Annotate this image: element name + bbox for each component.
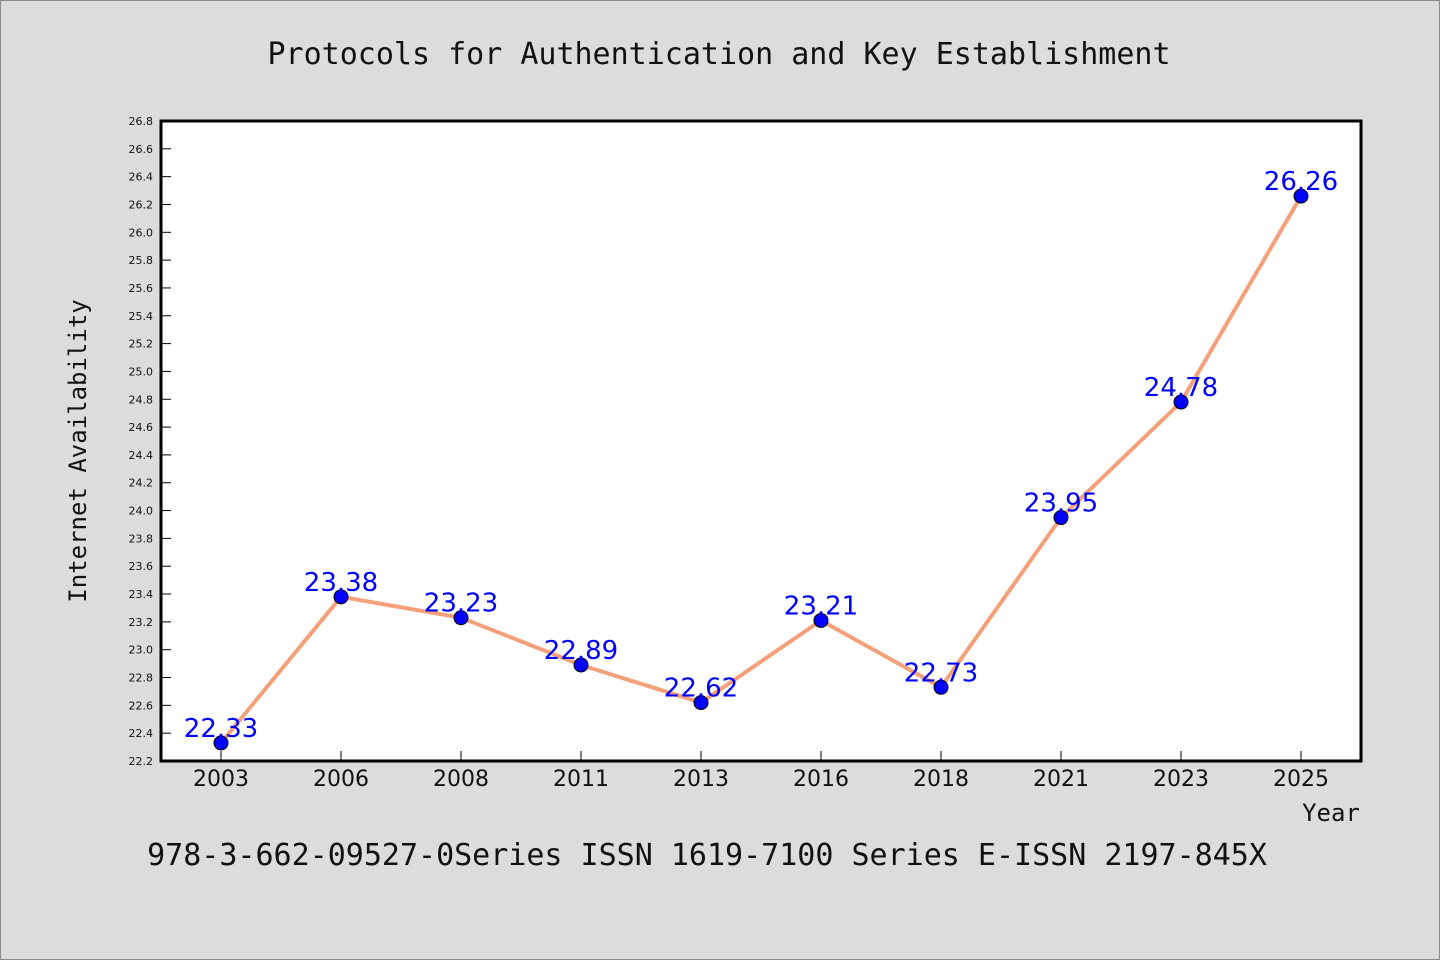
x-tick-label: 2021 — [1033, 767, 1089, 792]
y-tick-label: 26.2 — [129, 198, 154, 211]
y-tick-label: 25.0 — [129, 365, 154, 378]
data-point — [813, 612, 829, 628]
data-point — [453, 610, 469, 626]
data-point — [1293, 188, 1309, 204]
data-point — [213, 735, 229, 751]
y-tick-label: 23.4 — [129, 588, 154, 601]
y-tick-label: 24.8 — [129, 393, 154, 406]
series-line — [219, 195, 1303, 745]
data-point — [1173, 394, 1189, 410]
y-tick-label: 24.0 — [129, 505, 154, 518]
x-tick-label: 2011 — [553, 767, 609, 792]
data-label: 23.38 — [304, 568, 378, 598]
x-tick-label: 2025 — [1273, 767, 1329, 792]
y-tick-label: 26.6 — [129, 143, 154, 156]
y-axis: 22.2 22.4 22.6 22.8 23.0 23.2 23.4 23.6 23.8 24.0… — [129, 115, 171, 768]
data-label: 22.62 — [664, 674, 738, 704]
data-label: 23.95 — [1024, 489, 1098, 519]
data-label: 23.23 — [424, 589, 498, 619]
y-tick-label: 26.0 — [129, 226, 154, 239]
y-tick-label: 23.6 — [129, 560, 154, 573]
y-tick-label: 23.2 — [129, 616, 154, 629]
x-axis-label: Year — [1302, 799, 1360, 827]
y-tick-label: 25.6 — [129, 282, 154, 295]
y-tick-label: 24.6 — [129, 421, 154, 434]
data-point — [693, 695, 709, 711]
data-label: 24.78 — [1144, 373, 1218, 403]
y-tick-label: 24.4 — [129, 449, 154, 462]
x-tick-label: 2023 — [1153, 767, 1209, 792]
x-tick-label: 2016 — [793, 767, 849, 792]
y-tick-label: 26.8 — [129, 115, 154, 128]
data-point — [1053, 510, 1069, 526]
x-tick-label: 2003 — [193, 767, 249, 792]
data-label: 22.89 — [544, 636, 618, 666]
data-label: 22.73 — [904, 658, 978, 688]
x-tick-label: 2013 — [673, 767, 729, 792]
data-label: 26.26 — [1264, 167, 1338, 197]
y-tick-label: 23.0 — [129, 644, 154, 657]
y-tick-label: 26.4 — [129, 171, 154, 184]
y-tick-label: 24.2 — [129, 477, 154, 490]
y-axis-label: Internet Availability — [64, 299, 92, 602]
x-tick-label: 2008 — [433, 767, 489, 792]
data-point — [933, 679, 949, 695]
data-label: 22.33 — [184, 714, 258, 744]
data-label: 23.21 — [784, 591, 858, 621]
chart-title: Protocols for Authentication and Key Est… — [267, 37, 1170, 72]
x-tick-label: 2018 — [913, 767, 969, 792]
y-tick-label: 25.4 — [129, 310, 154, 323]
series-group: 22.33 23.38 23.23 22.89 22.62 23.21 22.73 23.95… — [184, 167, 1338, 751]
y-tick-label: 23.8 — [129, 532, 154, 545]
y-tick-label: 22.8 — [129, 672, 154, 685]
y-tick-label: 22.4 — [129, 727, 154, 740]
data-point — [573, 657, 589, 673]
data-point — [333, 589, 349, 605]
x-tick-label: 2006 — [313, 767, 369, 792]
y-tick-label: 25.8 — [129, 254, 154, 267]
y-tick-label: 22.2 — [129, 755, 154, 768]
footer-text: 978-3-662-09527-0Series ISSN 1619-7100 S… — [147, 838, 1267, 873]
y-tick-label: 22.6 — [129, 699, 154, 712]
y-tick-label: 25.2 — [129, 338, 154, 351]
x-axis: 2003 2006 2008 2011 2013 2016 2018 2021 2023 2025 — [193, 751, 1329, 792]
plot-area — [159, 119, 1363, 763]
